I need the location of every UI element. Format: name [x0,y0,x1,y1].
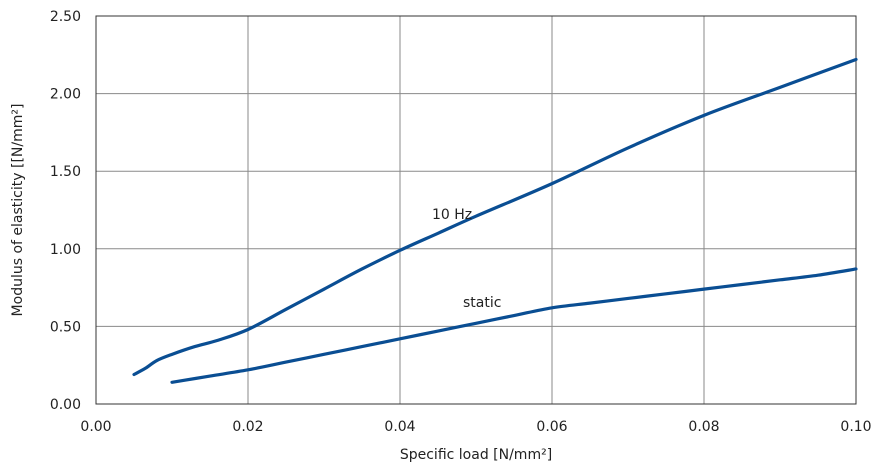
x-tick-label: 0.00 [80,419,111,435]
y-tick-label: 2.50 [50,9,81,25]
x-tick-label: 0.08 [688,419,719,435]
x-tick-label: 0.10 [840,419,871,435]
x-tick-label: 0.06 [536,419,567,435]
x-tick-label: 0.04 [384,419,415,435]
series-label-10hz: 10 Hz [432,207,472,223]
grid [96,16,856,404]
series-line-10hz [132,57,858,377]
tick-labels: 0.00 0.02 0.04 0.06 0.08 0.10 0.00 0.50 1.00 1.50… [50,9,872,435]
series-line-static [170,267,858,384]
series-label-static: static [463,295,501,311]
y-tick-label: 1.50 [50,164,81,180]
x-tick-label: 0.02 [232,419,263,435]
x-axis-title: Specific load [N/mm²] [400,447,552,463]
y-tick-label: 0.00 [50,397,81,413]
plot-frame [95,15,857,405]
series-layer [132,57,858,384]
y-tick-label: 0.50 [50,319,81,335]
y-tick-label: 2.00 [50,87,81,103]
y-tick-label: 1.00 [50,242,81,258]
y-axis-title: Modulus of elasticity [[N/mm²] [10,104,26,317]
